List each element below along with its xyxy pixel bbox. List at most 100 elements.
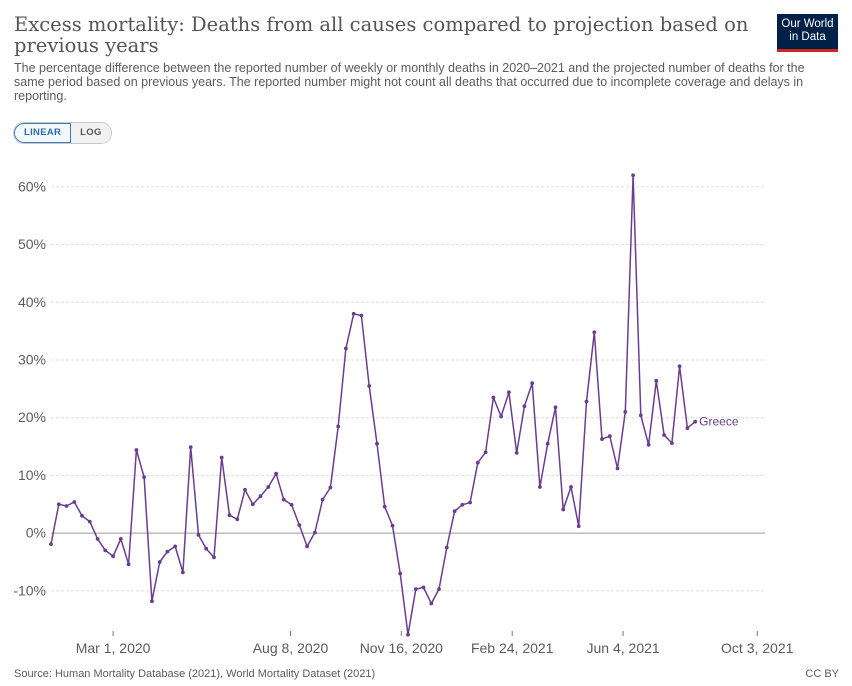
- data-point: [452, 509, 457, 514]
- data-point: [592, 330, 597, 335]
- x-tick-label: Mar 1, 2020: [76, 640, 151, 656]
- logo-line-1: Our World: [781, 18, 834, 30]
- data-point: [398, 571, 403, 576]
- data-point: [390, 523, 395, 528]
- data-point: [150, 599, 154, 604]
- data-point: [693, 419, 698, 424]
- y-tick-label: 0%: [26, 525, 46, 541]
- data-point: [646, 442, 651, 447]
- data-point: [584, 399, 589, 404]
- data-point: [530, 381, 535, 385]
- logo-line-2: in Data: [789, 31, 826, 43]
- data-point: [522, 404, 527, 409]
- data-point: [258, 494, 263, 499]
- data-point: [406, 632, 410, 637]
- y-tick-label: 50%: [18, 236, 46, 252]
- series-label: Greece: [699, 415, 739, 429]
- data-point: [204, 546, 209, 551]
- data-point: [460, 502, 465, 507]
- data-point: [444, 545, 449, 550]
- data-point: [64, 504, 69, 508]
- y-tick-label: 40%: [18, 294, 46, 310]
- data-point: [351, 311, 356, 316]
- data-point: [514, 451, 519, 455]
- data-point: [538, 485, 542, 489]
- linear-scale-button[interactable]: LINEAR: [14, 123, 72, 143]
- data-point: [274, 471, 278, 476]
- data-point: [413, 587, 418, 591]
- data-point: [328, 485, 333, 490]
- y-tick-label: 20%: [18, 409, 46, 425]
- chart-title: Excess mortality: Deaths from all causes…: [14, 13, 749, 57]
- data-point: [281, 497, 286, 502]
- y-tick-label: 30%: [18, 351, 46, 367]
- owid-logo[interactable]: Our World in Data: [777, 14, 838, 52]
- data-point: [103, 548, 108, 553]
- data-point: [227, 513, 232, 518]
- log-scale-button[interactable]: LOG: [71, 123, 111, 143]
- y-tick-label: 10%: [18, 467, 46, 483]
- data-point: [677, 364, 682, 369]
- data-point: [468, 500, 472, 505]
- data-point: [297, 523, 302, 527]
- x-tick-label: Nov 16, 2020: [360, 640, 443, 656]
- data-point: [569, 485, 573, 489]
- scale-toggle[interactable]: LINEAR LOG: [13, 122, 112, 144]
- data-point: [662, 433, 666, 437]
- chart-subtitle: The percentage difference between the re…: [14, 61, 805, 103]
- data-point: [576, 524, 581, 529]
- data-point: [553, 405, 558, 410]
- data-point: [421, 585, 426, 590]
- data-point: [615, 466, 620, 471]
- data-point: [87, 519, 92, 524]
- data-point: [181, 570, 185, 575]
- data-point: [219, 455, 224, 460]
- x-tick-label: Feb 24, 2021: [471, 640, 554, 656]
- data-point: [134, 448, 139, 452]
- x-tick-label: Jun 4, 2021: [587, 640, 660, 656]
- data-point: [491, 395, 496, 400]
- data-point: [359, 313, 364, 318]
- source-note[interactable]: Source: Human Mortality Database (2021),…: [14, 668, 376, 680]
- data-point: [685, 426, 690, 430]
- data-point: [250, 502, 255, 507]
- data-point: [196, 533, 201, 537]
- x-tick-label: Aug 8, 2020: [253, 640, 329, 656]
- data-point: [111, 554, 115, 559]
- data-point: [157, 560, 162, 564]
- data-point: [313, 530, 317, 535]
- license-link[interactable]: CC BY: [805, 668, 839, 680]
- x-tick-label: Oct 3, 2021: [721, 640, 794, 656]
- data-point: [437, 587, 441, 591]
- data-point: [49, 542, 53, 546]
- data-point: [475, 460, 480, 465]
- data-point: [631, 173, 635, 178]
- data-point: [429, 601, 434, 606]
- data-point: [336, 424, 341, 429]
- data-point: [142, 475, 147, 479]
- data-point: [235, 517, 240, 522]
- data-point: [607, 434, 612, 439]
- data-point: [80, 513, 84, 518]
- data-point: [126, 562, 131, 567]
- y-tick-label: -10%: [13, 582, 46, 598]
- data-point: [623, 410, 628, 414]
- data-point: [561, 507, 566, 512]
- data-point: [670, 441, 674, 445]
- data-point: [165, 549, 170, 554]
- data-point: [320, 497, 325, 502]
- data-point: [375, 441, 379, 446]
- data-point: [118, 537, 123, 541]
- data-point: [56, 502, 61, 507]
- data-point: [382, 504, 387, 509]
- data-point: [638, 413, 643, 418]
- data-point: [483, 450, 488, 455]
- data-point: [305, 544, 309, 549]
- logo-accent-bar: [777, 49, 838, 52]
- data-point: [367, 384, 372, 388]
- data-point: [600, 437, 604, 441]
- series-line-greece: [50, 174, 696, 636]
- data-point: [289, 502, 294, 507]
- data-point: [507, 390, 511, 395]
- data-point: [545, 441, 550, 446]
